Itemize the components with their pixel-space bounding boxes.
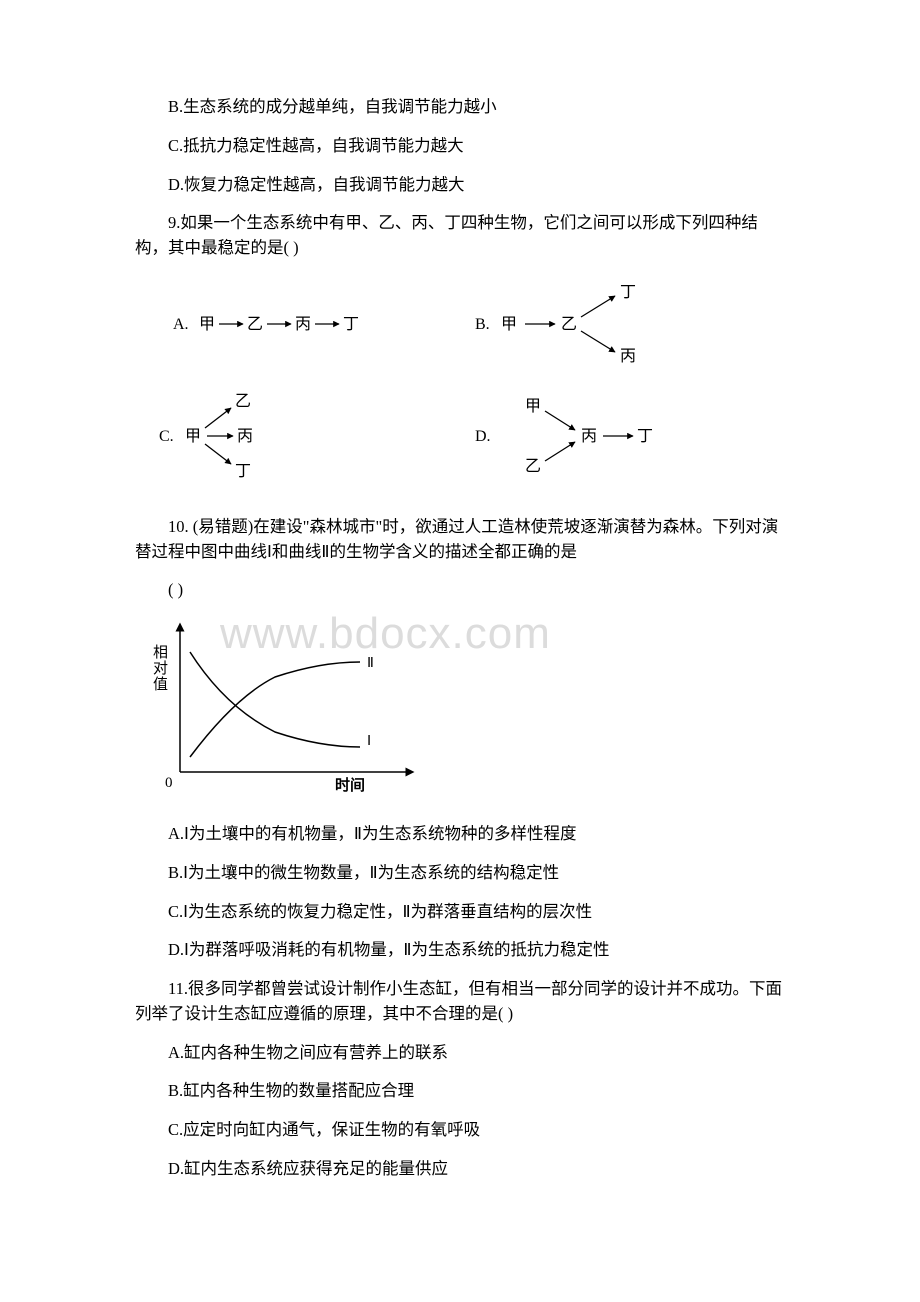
node-ding: 丁	[343, 316, 359, 333]
node-jia: 甲	[501, 316, 517, 333]
origin-label: 0	[165, 775, 173, 791]
option-text: B.生态系统的成分越单纯，自我调节能力越小	[135, 95, 785, 120]
option-text: D.恢复力稳定性越高，自我调节能力越大	[135, 173, 785, 198]
q9-diagram-B-svg: B. 甲 乙 丁 丙	[435, 279, 695, 369]
node-bing: 丙	[237, 428, 253, 445]
q9-option-B: B. 甲 乙 丁 丙	[435, 279, 695, 374]
q9-diagram-A-svg: A. 甲 乙 丙 丁	[135, 289, 435, 359]
q11-option-D: D.缸内生态系统应获得充足的能量供应	[135, 1157, 785, 1182]
node-ding: 丁	[637, 428, 653, 445]
curve-II	[190, 662, 360, 757]
node-ding: 丁	[235, 463, 251, 480]
node-yi: 乙	[561, 316, 577, 333]
q11-option-B: B.缸内各种生物的数量搭配应合理	[135, 1079, 785, 1104]
q9-option-A: A. 甲 乙 丙 丁	[135, 289, 435, 364]
q10-chart-block: www.bdocx.com 相 对 值 0 时间 Ⅱ Ⅰ	[135, 617, 785, 802]
question-9-stem: 9.如果一个生态系统中有甲、乙、丙、丁四种生物，它们之间可以形成下列四种结构，其…	[135, 211, 785, 261]
node-bing: 丙	[581, 428, 597, 445]
option-label-C: C.	[159, 428, 174, 445]
q10-option-C: C.Ⅰ为生态系统的恢复力稳定性，Ⅱ为群落垂直结构的层次性	[135, 900, 785, 925]
question-10-stem: 10. (易错题)在建设"森林城市"时，欲通过人工造林使荒坡逐渐演替为森林。下列…	[135, 515, 785, 565]
curve-I	[190, 652, 360, 747]
node-yi: 乙	[525, 458, 541, 475]
node-bing: 丙	[295, 316, 311, 333]
q9-diagram-C-svg: C. 甲 乙 丙 丁	[135, 386, 435, 486]
node-jia: 甲	[199, 316, 215, 333]
option-label-D: D.	[475, 428, 491, 445]
node-jia: 甲	[525, 398, 541, 415]
question-11-stem: 11.很多同学都曾尝试设计制作小生态缸，但有相当一部分同学的设计并不成功。下面列…	[135, 977, 785, 1027]
q11-option-A: A.缸内各种生物之间应有营养上的联系	[135, 1041, 785, 1066]
q9-diagram-block: A. 甲 乙 丙 丁 B. 甲 乙	[135, 279, 785, 491]
q10-chart-svg: 相 对 值 0 时间 Ⅱ Ⅰ	[135, 617, 435, 797]
node-yi: 乙	[235, 393, 251, 410]
node-yi: 乙	[247, 316, 263, 333]
node-bing: 丙	[620, 348, 636, 365]
curve-II-label: Ⅱ	[367, 656, 374, 671]
option-label-A: A.	[173, 316, 189, 333]
x-axis-label: 时间	[335, 776, 365, 794]
q9-option-D: D. 甲 乙 丙 丁	[435, 386, 695, 491]
q11-option-C: C.应定时向缸内通气，保证生物的有氧呼吸	[135, 1118, 785, 1143]
option-label-B: B.	[475, 316, 490, 333]
option-text: C.抵抗力稳定性越高，自我调节能力越大	[135, 134, 785, 159]
q9-diagram-D-svg: D. 甲 乙 丙 丁	[435, 386, 695, 486]
curve-I-label: Ⅰ	[367, 734, 371, 749]
y-axis-label: 相 对 值	[153, 644, 172, 693]
node-jia: 甲	[185, 428, 201, 445]
node-ding: 丁	[620, 284, 636, 301]
q9-option-C: C. 甲 乙 丙 丁	[135, 386, 435, 491]
question-10-paren: ( )	[135, 578, 785, 603]
q10-option-D: D.Ⅰ为群落呼吸消耗的有机物量，Ⅱ为生态系统的抵抗力稳定性	[135, 938, 785, 963]
q10-option-A: A.Ⅰ为土壤中的有机物量，Ⅱ为生态系统物种的多样性程度	[135, 822, 785, 847]
q10-option-B: B.Ⅰ为土壤中的微生物数量，Ⅱ为生态系统的结构稳定性	[135, 861, 785, 886]
